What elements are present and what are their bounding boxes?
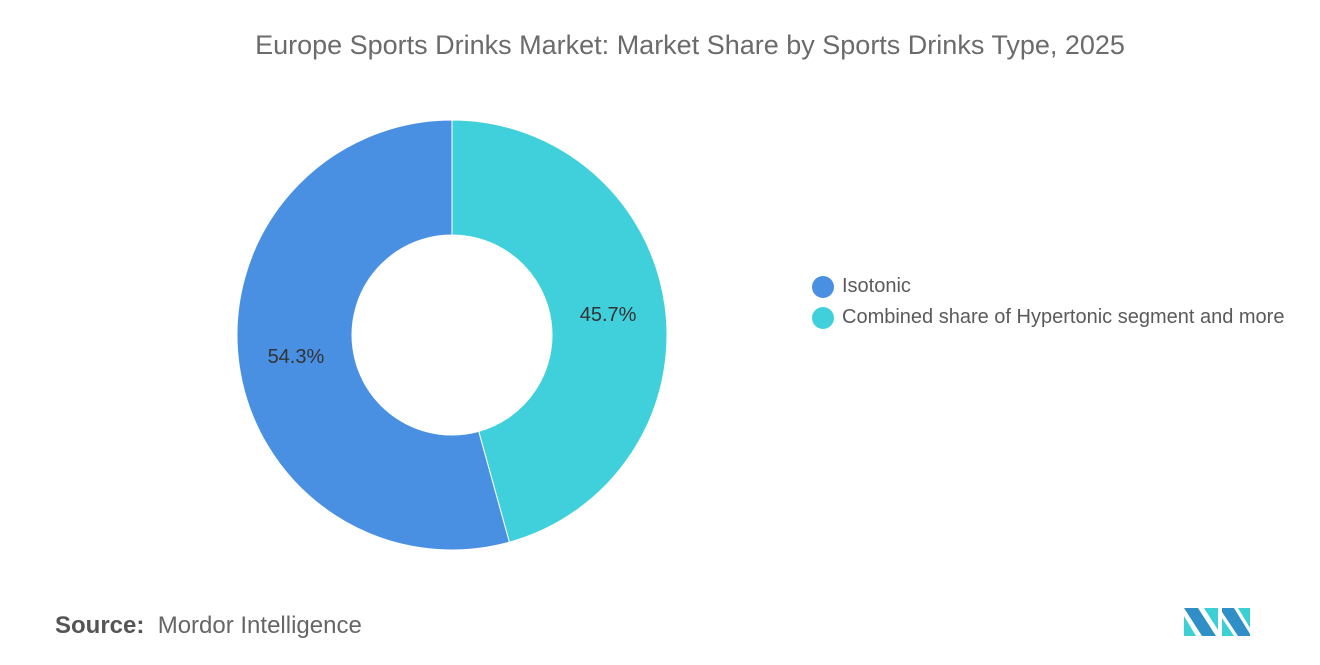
- source-value: Mordor Intelligence: [157, 612, 362, 639]
- mordor-logo-icon: [1184, 608, 1250, 636]
- legend: Isotonic Combined share of Hypertonic se…: [812, 272, 1302, 334]
- source-label: Source:: [55, 612, 145, 639]
- donut-slice-0[interactable]: [236, 119, 510, 551]
- data-label-1: 45.7%: [580, 304, 637, 326]
- legend-label: Combined share of Hypertonic segment and…: [842, 306, 1285, 328]
- legend-swatch-icon: [812, 307, 834, 329]
- donut-chart: 45.7% 54.3%: [236, 119, 668, 551]
- legend-item-isotonic[interactable]: Isotonic: [812, 272, 1302, 301]
- legend-item-hypertonic[interactable]: Combined share of Hypertonic segment and…: [812, 303, 1302, 332]
- chart-title: Europe Sports Drinks Market: Market Shar…: [255, 30, 1125, 60]
- legend-label: Isotonic: [842, 275, 911, 297]
- data-label-0: 54.3%: [268, 346, 325, 368]
- donut-slice-1[interactable]: [451, 119, 668, 543]
- source-note: Source: Mordor Intelligence: [55, 612, 362, 640]
- legend-swatch-icon: [812, 276, 834, 298]
